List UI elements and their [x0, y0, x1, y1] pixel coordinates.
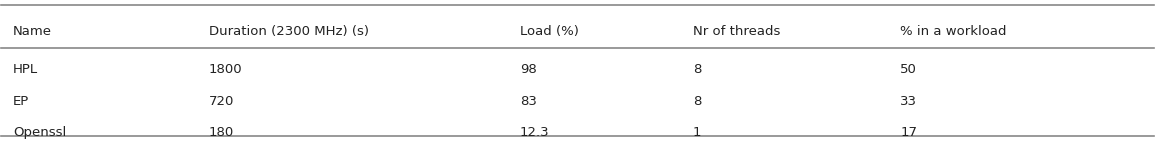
- Text: 8: 8: [693, 95, 701, 108]
- Text: Nr of threads: Nr of threads: [693, 25, 780, 38]
- Text: 720: 720: [209, 95, 234, 108]
- Text: % in a workload: % in a workload: [900, 25, 1007, 38]
- Text: 17: 17: [900, 126, 917, 139]
- Text: 1800: 1800: [209, 63, 243, 76]
- Text: Load (%): Load (%): [520, 25, 579, 38]
- Text: 50: 50: [900, 63, 917, 76]
- Text: 33: 33: [900, 95, 917, 108]
- Text: HPL: HPL: [13, 63, 38, 76]
- Text: EP: EP: [13, 95, 29, 108]
- Text: Openssl: Openssl: [13, 126, 66, 139]
- Text: 12.3: 12.3: [520, 126, 550, 139]
- Text: 8: 8: [693, 63, 701, 76]
- Text: Name: Name: [13, 25, 52, 38]
- Text: 1: 1: [693, 126, 701, 139]
- Text: Duration (2300 MHz) (s): Duration (2300 MHz) (s): [209, 25, 368, 38]
- Text: 180: 180: [209, 126, 234, 139]
- Text: 98: 98: [520, 63, 537, 76]
- Text: 83: 83: [520, 95, 537, 108]
